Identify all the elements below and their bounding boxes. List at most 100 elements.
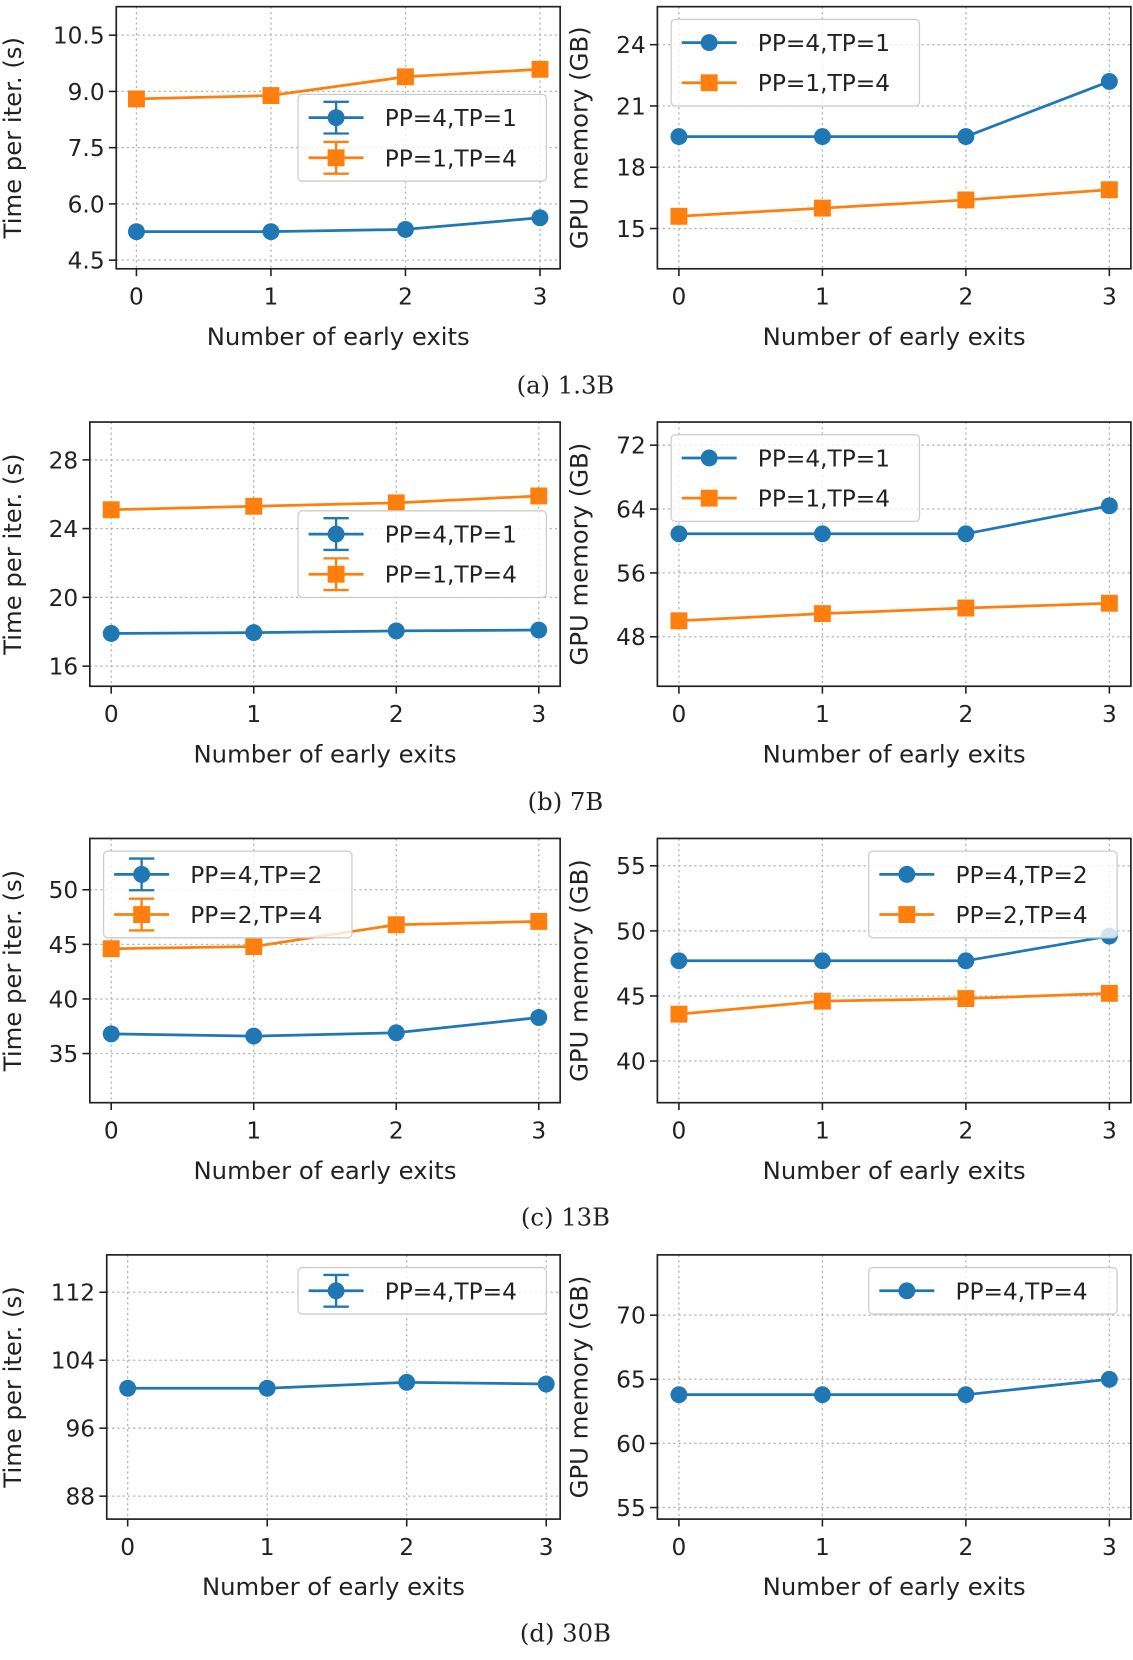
data-point (813, 128, 831, 146)
legend-label: PP=1,TP=4 (758, 70, 890, 97)
x-tick-label: 1 (264, 284, 279, 311)
y-axis-label: GPU memory (GB) (565, 26, 594, 249)
series-line-0 (678, 80, 1110, 138)
y-axis-label: GPU memory (GB) (565, 1276, 594, 1499)
legend-label: PP=4,TP=1 (758, 30, 890, 57)
series-line-1 (678, 188, 1110, 218)
legend-box (102, 850, 353, 939)
x-tick-label: 0 (672, 284, 687, 311)
x-tick-label: 3 (533, 284, 548, 311)
series-line-0 (678, 504, 1110, 536)
y-tick-label: 15 (616, 216, 646, 243)
y-tick-label: 10.5 (53, 23, 105, 50)
legend-label: PP=4,TP=2 (955, 862, 1087, 889)
x-tick-label: 1 (246, 701, 261, 728)
y-tick-label: 18 (616, 155, 646, 182)
axes-frame (656, 1254, 1132, 1520)
legend: PP=4,TP=4 (297, 1266, 548, 1315)
legend: PP=4,TP=1 PP=1,TP=4 (670, 18, 921, 107)
axes-frame (656, 837, 1132, 1104)
legend-marker (133, 906, 151, 924)
data-point (530, 1009, 548, 1026)
chart-d-time: 0 1 2 3 88 96 104 112 Number of early exits Time … (0, 1254, 562, 1601)
data-point (813, 992, 831, 1010)
legend-box (868, 1266, 1118, 1315)
data-point (813, 605, 831, 623)
legend-marker (700, 489, 718, 507)
y-tick-label: 45 (616, 983, 646, 1010)
data-point (245, 938, 263, 956)
data-point (127, 90, 145, 108)
data-point (1100, 72, 1118, 90)
data-point (957, 952, 975, 970)
y-axis-label: Time per iter. (s) (0, 453, 27, 655)
data-point (531, 60, 549, 78)
y-tick-label: 6.0 (68, 191, 105, 218)
x-tick-label: 0 (104, 701, 119, 728)
y-tick-label: 55 (616, 853, 646, 880)
x-axis-label: Number of early exits (202, 1572, 465, 1601)
y-tick-label: 88 (66, 1484, 96, 1511)
y-tick-label: 4.5 (68, 248, 105, 275)
chart-b-mem: 0 1 2 3 48 56 64 72 Number of early exits GPU mem… (565, 421, 1132, 768)
chart-b-time: 0 1 2 3 16 20 24 28 Number of early exits Time pe… (0, 421, 562, 768)
series-line-0 (111, 628, 539, 635)
subfigure-caption: (b) 7B (528, 787, 604, 816)
y-tick-label: 35 (49, 1041, 79, 1068)
y-tick-label: 21 (616, 93, 646, 120)
series-line-0 (678, 934, 1110, 963)
y-tick-label: 50 (49, 877, 79, 904)
data-point (957, 1386, 975, 1404)
series-line-1 (111, 494, 539, 512)
x-tick-label: 2 (398, 284, 413, 311)
data-point (102, 940, 120, 958)
x-axis-label: Number of early exits (207, 322, 470, 351)
data-point (262, 87, 280, 104)
y-tick-label: 24 (616, 32, 646, 59)
data-point (397, 68, 414, 86)
chart-a-time: 0 1 2 3 4.5 6.0 7.5 9.0 10.5 Number of early exit… (0, 5, 562, 351)
x-tick-label: 3 (1102, 701, 1117, 728)
y-tick-label: 7.5 (68, 135, 105, 162)
x-tick-label: 0 (104, 1118, 119, 1145)
x-tick-label: 0 (129, 284, 144, 311)
y-tick-label: 64 (616, 497, 646, 524)
data-point (245, 497, 263, 515)
x-axis-label: Number of early exits (763, 322, 1026, 351)
data-point (957, 191, 975, 209)
data-point (245, 624, 263, 642)
data-point (670, 207, 688, 225)
y-tick-label: 50 (616, 918, 646, 945)
legend-box (297, 510, 548, 599)
legend-label: PP=1,TP=4 (385, 145, 517, 172)
subfigure-caption: (d) 30B (520, 1619, 611, 1648)
x-tick-label: 2 (389, 701, 404, 728)
legend-label: PP=4,TP=1 (758, 445, 890, 472)
x-tick-label: 2 (399, 1534, 414, 1561)
y-tick-label: 65 (616, 1367, 646, 1394)
data-point (957, 599, 975, 617)
data-point (387, 916, 405, 934)
legend-label: PP=4,TP=2 (190, 862, 322, 889)
axes-frame (656, 5, 1132, 270)
x-tick-label: 3 (539, 1534, 554, 1561)
series-line-0 (678, 1377, 1110, 1397)
legend-marker (327, 1282, 345, 1300)
legend-marker (700, 74, 718, 92)
y-tick-label: 112 (51, 1280, 95, 1307)
y-axis-label: GPU memory (GB) (565, 443, 594, 666)
data-point (813, 525, 831, 543)
legend-marker (327, 565, 345, 583)
legend-marker (700, 449, 718, 467)
y-tick-label: 60 (616, 1431, 646, 1458)
x-tick-label: 2 (958, 1118, 973, 1145)
data-point (398, 1373, 416, 1391)
data-point (1100, 1370, 1118, 1388)
legend-marker (327, 149, 345, 167)
y-axis-label: Time per iter. (s) (0, 1286, 27, 1488)
series-line-1 (136, 67, 541, 101)
x-axis-label: Number of early exits (763, 1156, 1026, 1185)
y-tick-label: 104 (51, 1348, 95, 1375)
x-tick-label: 0 (120, 1534, 135, 1561)
y-tick-label: 55 (616, 1495, 646, 1522)
